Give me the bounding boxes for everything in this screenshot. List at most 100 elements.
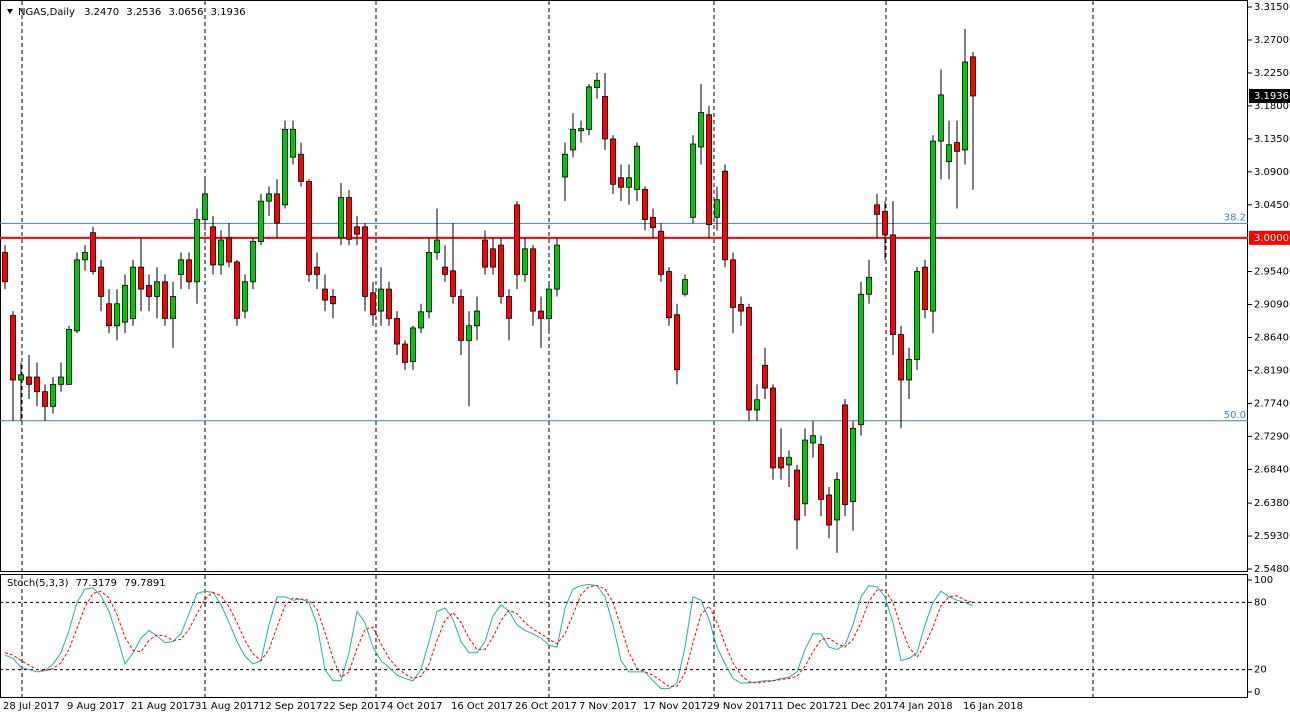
stoch-k-value: 77.3179	[76, 578, 117, 589]
candle-body	[466, 325, 472, 341]
x-tick-label: 12 Sep 2017	[259, 701, 322, 712]
candle-body	[570, 128, 576, 151]
fib-level-label: 38.2	[1224, 212, 1246, 223]
candle-body	[850, 427, 856, 503]
candle-body	[258, 200, 264, 242]
candle-body	[154, 281, 160, 297]
candle-body	[546, 288, 552, 319]
x-tick-label: 4 Jan 2018	[899, 701, 953, 712]
candle-body	[362, 226, 368, 297]
stoch-line	[4, 584, 974, 690]
candle-body	[434, 239, 440, 253]
y-tick-label: 3.1800	[1254, 101, 1289, 112]
candle-body	[650, 216, 656, 228]
candle-body	[98, 266, 104, 297]
candle-body	[322, 288, 328, 301]
candle-body	[66, 329, 72, 385]
candle-body	[522, 248, 528, 275]
candle-body	[714, 199, 720, 218]
y-tick-label: 2.9090	[1254, 300, 1289, 311]
candle-body	[674, 314, 680, 371]
candle-body	[426, 252, 432, 313]
candle-body	[330, 296, 336, 305]
candle-body	[10, 315, 16, 381]
candle-body	[290, 128, 296, 158]
candle-body	[858, 293, 864, 426]
candle-body	[626, 177, 632, 188]
candle-body	[826, 494, 832, 526]
candle-body	[666, 271, 672, 319]
x-tick-label: 26 Oct 2017	[515, 701, 577, 712]
candle-body	[842, 404, 848, 505]
y-tick-label: 80	[1254, 597, 1267, 608]
candle-body	[746, 307, 752, 411]
candle-body	[386, 288, 392, 319]
level-label: 3.0000	[1254, 233, 1289, 244]
candle-body	[682, 279, 688, 295]
candle-body	[378, 288, 384, 312]
x-tick-label: 11 Dec 2017	[771, 701, 835, 712]
candle-body	[946, 144, 952, 163]
candle-body	[810, 435, 816, 444]
candle-body	[138, 266, 144, 290]
candle-body	[74, 259, 80, 332]
y-tick-label: 2.6380	[1254, 498, 1289, 509]
candle-body	[594, 79, 600, 89]
y-tick-label: 100	[1254, 575, 1273, 586]
candle-body	[410, 327, 416, 363]
candle-body	[794, 469, 800, 521]
candle-body	[906, 359, 912, 381]
candle-body	[418, 311, 424, 329]
candle-body	[618, 177, 624, 188]
candle-body	[394, 318, 400, 345]
candle-body	[202, 193, 208, 220]
candle-body	[882, 211, 888, 236]
candle-body	[530, 248, 536, 312]
candle-body	[50, 383, 56, 407]
candle-body	[586, 86, 592, 130]
candle-body	[562, 153, 568, 178]
last-price-box	[1249, 88, 1290, 103]
candle-body	[482, 239, 488, 268]
candle-body	[82, 252, 88, 261]
candle-body	[938, 94, 944, 142]
header-low: 3.0656	[168, 7, 203, 18]
chart-title: NGAS,Daily	[18, 7, 75, 18]
candle-body	[698, 112, 704, 148]
candle-body	[778, 457, 784, 469]
main-panel-frame	[0, 0, 1248, 572]
x-tick-label: 28 Jul 2017	[3, 701, 60, 712]
candle-body	[314, 266, 320, 275]
y-tick-label: 2.8640	[1254, 332, 1289, 343]
candle-body	[490, 248, 496, 268]
candle-body	[42, 391, 48, 407]
y-tick-label: 2.5480	[1254, 564, 1289, 575]
candle-body	[578, 128, 584, 132]
candle-body	[610, 138, 616, 185]
candle-body	[194, 219, 200, 283]
y-tick-label: 2.6840	[1254, 464, 1289, 475]
menu-triangle[interactable]	[7, 9, 13, 14]
candle-body	[658, 230, 664, 275]
y-tick-label: 3.1350	[1254, 134, 1289, 145]
candle-body	[498, 244, 504, 297]
candle-body	[450, 270, 456, 297]
candle-body	[602, 96, 608, 140]
y-tick-label: 2.8190	[1254, 365, 1289, 376]
candle-body	[18, 374, 24, 381]
x-tick-label: 21 Dec 2017	[835, 701, 899, 712]
x-tick-label: 16 Oct 2017	[451, 701, 513, 712]
candle-body	[506, 296, 512, 319]
candle-body	[266, 193, 272, 202]
candle-body	[514, 204, 520, 275]
candle-body	[642, 189, 648, 220]
candle-body	[898, 334, 904, 381]
x-tick-label: 29 Nov 2017	[707, 701, 771, 712]
candle-body	[954, 142, 960, 152]
candle-body	[762, 364, 768, 389]
stoch-panel-frame	[0, 574, 1248, 698]
candle-body	[298, 153, 304, 182]
stoch-d-value: 79.7891	[124, 578, 165, 589]
candle-body	[186, 259, 192, 283]
